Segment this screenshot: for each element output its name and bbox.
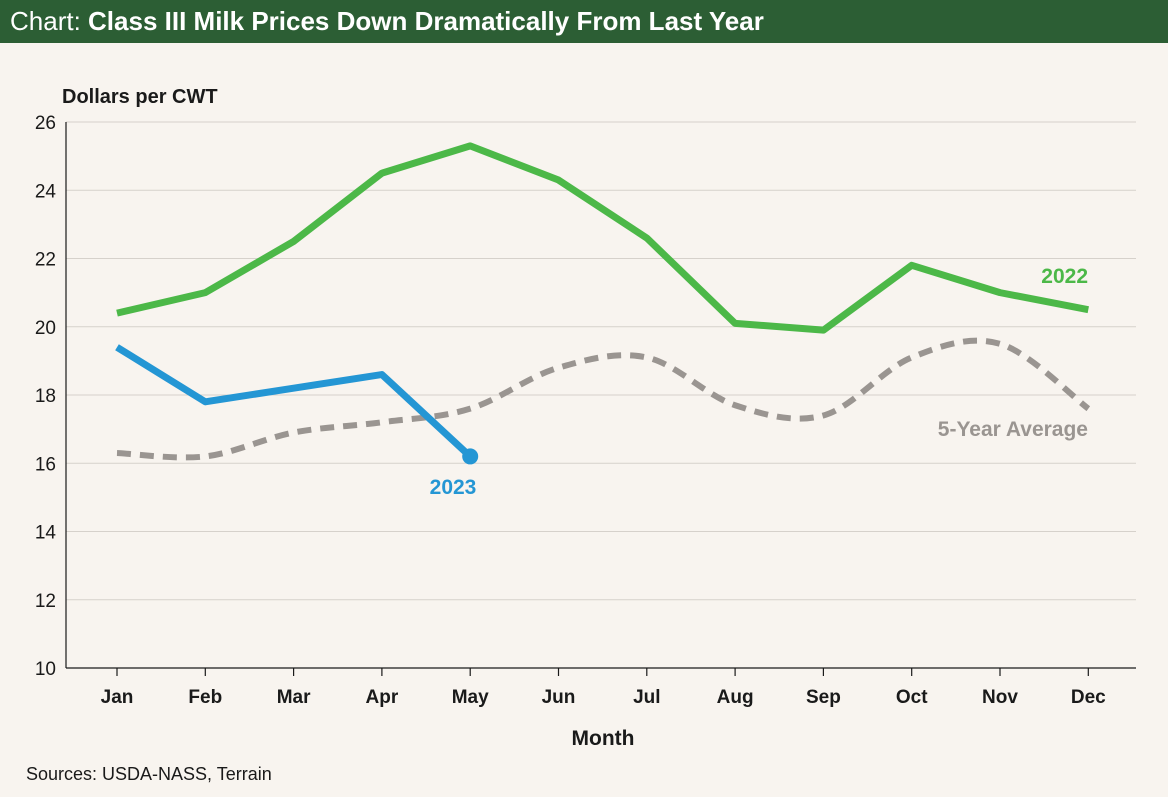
y-tick-label-26: 26	[35, 113, 56, 134]
x-tick-label-sep: Sep	[806, 687, 841, 708]
series-line-2023	[115, 344, 473, 459]
series-endpoint-2023	[462, 448, 479, 465]
chart-title: Class III Milk Prices Down Dramatically …	[88, 6, 764, 36]
series-layer	[115, 142, 1091, 465]
y-tick-label-22: 22	[35, 250, 56, 271]
x-tick-label-feb: Feb	[188, 687, 222, 708]
x-tick-label-jan: Jan	[101, 687, 134, 708]
x-tick-label-dec: Dec	[1071, 687, 1106, 708]
x-tick-label-jul: Jul	[633, 687, 660, 708]
y-tick-label-10: 10	[35, 659, 56, 680]
y-tick-label-16: 16	[35, 454, 56, 475]
x-tick-label-mar: Mar	[277, 687, 311, 708]
x-tick-label-jun: Jun	[542, 687, 576, 708]
sources-note: Sources: USDA-NASS, Terrain	[26, 764, 272, 784]
x-tick-label-oct: Oct	[896, 687, 928, 708]
series-line-2022	[116, 142, 1089, 334]
header-prefix: Chart:	[10, 6, 89, 36]
y-tick-label-24: 24	[35, 181, 57, 202]
series-label-2022: 2022	[1041, 265, 1088, 288]
series-label-2023: 2023	[430, 476, 477, 499]
series-label-5-year-average: 5-Year Average	[938, 418, 1088, 441]
x-tick-label-apr: Apr	[366, 687, 399, 708]
y-tick-label-12: 12	[35, 591, 56, 612]
grid-layer	[66, 121, 1136, 601]
series-line-5-year-average	[116, 337, 1091, 461]
chart-header: Chart: Class III Milk Prices Down Dramat…	[0, 0, 1168, 43]
y-axis-title: Dollars per CWT	[62, 86, 218, 108]
label-layer: 5-Year Average 2023 2022	[430, 265, 1088, 499]
x-tick-label-aug: Aug	[717, 687, 754, 708]
y-tick-label-18: 18	[35, 386, 56, 407]
x-tick-label-may: May	[452, 687, 489, 708]
y-tick-label-14: 14	[35, 523, 57, 544]
x-axis-title: Month	[572, 727, 635, 750]
x-tick-label-nov: Nov	[982, 687, 1018, 708]
y-tick-label-20: 20	[35, 318, 56, 339]
